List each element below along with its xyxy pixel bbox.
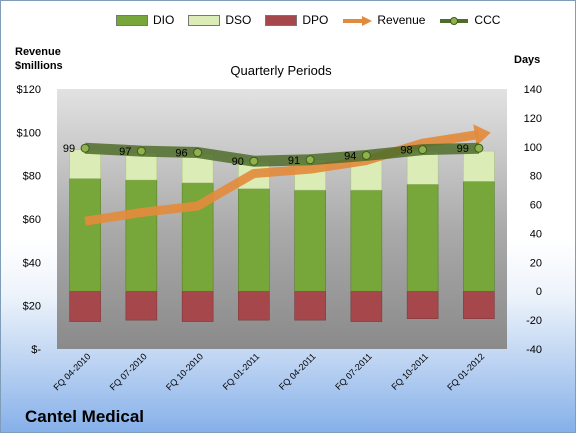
legend-item-ccc: CCC xyxy=(439,13,500,27)
bar-dio xyxy=(238,188,270,292)
left-axis-tick-label: $80 xyxy=(23,171,41,183)
right-axis-tick-label: 120 xyxy=(524,113,542,125)
bar-dio xyxy=(350,189,383,292)
chart-title: Quarterly Periods xyxy=(230,63,332,78)
category-label: FQ 07-2010 xyxy=(108,351,149,392)
bar-dso xyxy=(125,152,158,181)
right-axis-tick-label: 100 xyxy=(524,142,542,154)
legend-arrow-icon xyxy=(342,15,373,26)
right-axis-tick-label: 20 xyxy=(530,257,542,269)
ccc-point xyxy=(193,148,203,158)
category-label: FQ 10-2010 xyxy=(164,351,205,392)
left-axis-tick-label: $120 xyxy=(17,84,41,96)
bar-dpo xyxy=(181,290,214,322)
bar-dio xyxy=(294,189,326,292)
legend-item-dio: DIO xyxy=(116,13,174,27)
ccc-data-label: 91 xyxy=(288,155,300,167)
category-label: FQ 01-2011 xyxy=(221,351,262,392)
category-label: FQ 01-2012 xyxy=(445,351,486,392)
bar-dio xyxy=(463,181,495,292)
ccc-point xyxy=(305,155,315,165)
bar-dso xyxy=(69,149,101,179)
legend-label-revenue: Revenue xyxy=(377,13,426,27)
bar-dio xyxy=(125,179,158,292)
legend-label-dio: DIO xyxy=(153,13,175,27)
legend-swatch-dio xyxy=(116,14,148,26)
ccc-data-label: 90 xyxy=(232,156,244,168)
legend-swatch-dso xyxy=(188,14,221,26)
bar-dpo xyxy=(463,290,495,319)
ccc-data-label: 99 xyxy=(457,143,469,155)
right-axis-title: Days xyxy=(514,54,541,66)
ccc-point xyxy=(80,143,90,153)
ccc-point xyxy=(418,145,428,155)
left-axis-tick-label: $100 xyxy=(17,127,41,139)
legend-label-ccc: CCC xyxy=(474,13,501,27)
legend-item-revenue: Revenue xyxy=(342,13,425,27)
left-axis-title: Revenue $millions xyxy=(15,46,63,72)
ccc-point xyxy=(249,156,259,166)
ccc-point xyxy=(361,150,371,160)
category-label: FQ 04-2011 xyxy=(277,351,318,392)
ccc-data-label: 96 xyxy=(175,148,187,160)
legend-line-icon xyxy=(439,15,469,25)
left-axis-tick-label: $60 xyxy=(23,214,41,226)
bar-dpo xyxy=(350,290,383,322)
right-axis-tick-label: -20 xyxy=(526,315,542,327)
right-axis-tick-label: -40 xyxy=(526,344,542,356)
company-name: Cantel Medical xyxy=(25,407,145,426)
revenue-arrowhead xyxy=(473,124,491,146)
legend-swatch-dpo xyxy=(265,14,298,26)
left-axis-tick-label: $20 xyxy=(23,301,41,313)
category-label: FQ 04-2010 xyxy=(52,351,93,392)
bar-dso xyxy=(463,150,495,182)
ccc-data-label: 97 xyxy=(119,146,131,158)
bar-dpo xyxy=(238,290,270,321)
bar-dpo xyxy=(406,290,439,319)
ccc-line xyxy=(84,142,480,167)
ccc-data-label: 99 xyxy=(63,143,75,155)
right-axis-tick-label: 0 xyxy=(536,286,542,298)
bar-dio xyxy=(69,178,101,292)
ccc-data-label: 98 xyxy=(400,145,412,157)
legend-label-dpo: DPO xyxy=(302,13,329,27)
right-axis-tick-label: 40 xyxy=(530,228,542,240)
bar-dpo xyxy=(294,290,326,321)
ccc-point xyxy=(136,146,146,156)
bar-dpo xyxy=(69,290,101,322)
right-axis-tick-label: 140 xyxy=(524,84,542,96)
legend-item-dso: DSO xyxy=(188,13,251,27)
ccc-point xyxy=(474,143,484,153)
right-axis-tick-label: 60 xyxy=(530,200,542,212)
left-axis-tick-label: $40 xyxy=(23,257,41,269)
bar-dpo xyxy=(125,290,158,321)
bar-dio xyxy=(406,184,439,292)
left-axis-tick-label: $- xyxy=(31,344,41,356)
category-label: FQ 07-2011 xyxy=(333,351,374,392)
legend: DIO DSO DPO Revenue CCC xyxy=(116,13,514,27)
legend-label-dso: DSO xyxy=(225,13,252,27)
category-label: FQ 10-2011 xyxy=(389,351,430,392)
legend-item-dpo: DPO xyxy=(265,13,328,27)
right-axis-tick-label: 80 xyxy=(530,171,542,183)
ccc-data-label: 94 xyxy=(344,150,356,162)
